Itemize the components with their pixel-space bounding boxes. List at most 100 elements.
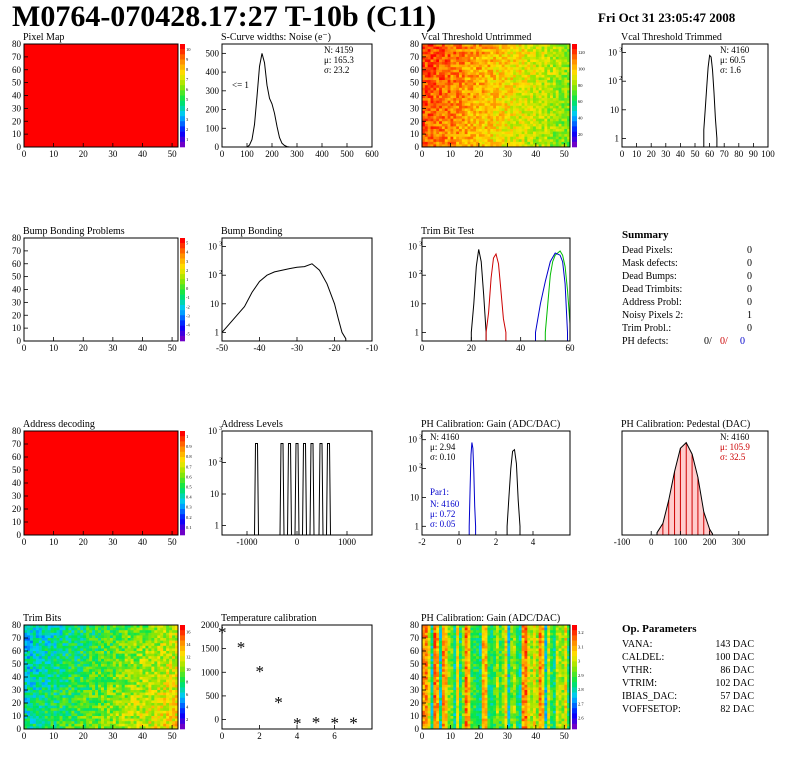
heatmap-cell bbox=[139, 705, 143, 709]
heatmap-cell bbox=[151, 700, 155, 704]
heatmap-cell bbox=[62, 640, 66, 644]
heatmap-cell bbox=[98, 705, 102, 709]
heatmap-cell bbox=[464, 110, 468, 114]
heatmap-cell bbox=[555, 87, 559, 91]
heatmap-cell bbox=[481, 67, 485, 71]
heatmap-cell bbox=[109, 648, 114, 652]
heatmap-cell bbox=[101, 716, 105, 719]
heatmap-cell bbox=[175, 666, 179, 670]
heatmap-cell bbox=[59, 635, 63, 639]
heatmap-cell bbox=[26, 697, 31, 701]
heatmap-cell bbox=[151, 684, 155, 688]
heatmap-cell bbox=[504, 144, 508, 148]
heatmap-cell bbox=[555, 110, 559, 114]
heatmap-cell bbox=[464, 51, 468, 55]
heatmap-cell bbox=[561, 59, 565, 63]
heatmap-cell bbox=[493, 64, 497, 68]
heatmap-cell bbox=[459, 54, 463, 58]
heatmap-cell bbox=[118, 640, 123, 644]
heatmap-cell bbox=[56, 721, 60, 725]
heatmap-cell bbox=[166, 721, 170, 725]
heatmap-cell bbox=[518, 141, 522, 145]
heatmap-cell bbox=[142, 692, 146, 696]
heatmap-cell bbox=[422, 710, 426, 714]
heatmap-cell bbox=[163, 661, 167, 665]
heatmap-cell bbox=[436, 103, 440, 107]
heatmap-cell bbox=[459, 49, 463, 53]
heatmap-cell bbox=[481, 64, 485, 68]
heatmap-cell bbox=[521, 67, 525, 71]
heatmap-cell bbox=[467, 67, 471, 71]
heatmap-cell bbox=[447, 62, 451, 65]
heatmap-cell bbox=[515, 116, 520, 119]
heatmap-cell bbox=[561, 95, 565, 99]
heatmap-cell bbox=[473, 64, 477, 68]
heatmap-cell bbox=[436, 684, 440, 688]
heatmap-cell bbox=[567, 67, 571, 71]
heatmap-cell bbox=[68, 726, 72, 730]
heatmap-cell bbox=[422, 131, 426, 135]
heatmap-cell bbox=[65, 658, 69, 662]
heatmap-cell bbox=[80, 674, 84, 678]
heatmap-cell bbox=[484, 87, 488, 91]
heatmap-cell bbox=[447, 77, 451, 81]
heatmap-cell bbox=[77, 638, 81, 641]
heatmap-cell bbox=[172, 658, 176, 662]
heatmap-cell bbox=[430, 713, 434, 717]
heatmap-cell bbox=[103, 669, 108, 673]
heatmap-cell bbox=[430, 716, 434, 719]
heatmap-cell bbox=[32, 630, 37, 634]
heatmap-cell bbox=[558, 46, 562, 50]
heatmap-cell bbox=[496, 121, 500, 125]
heatmap-cell bbox=[95, 638, 99, 641]
heatmap-cell bbox=[507, 98, 511, 101]
heatmap-cell bbox=[422, 713, 426, 717]
heatmap-cell bbox=[544, 103, 548, 107]
heatmap-cell bbox=[422, 679, 426, 683]
heatmap-cell bbox=[476, 62, 480, 65]
heatmap-cell bbox=[493, 90, 497, 94]
heatmap-cell bbox=[464, 44, 468, 47]
heatmap-cell bbox=[538, 141, 542, 145]
palette-tick-label: 7 bbox=[186, 77, 189, 82]
chart-title: Vcal Threshold Trimmed bbox=[621, 32, 722, 43]
heatmap-cell bbox=[139, 679, 143, 683]
heatmap-cell bbox=[518, 134, 522, 138]
heatmap-cell bbox=[103, 697, 108, 701]
heatmap-cell bbox=[29, 630, 34, 634]
palette-swatch bbox=[180, 446, 185, 453]
histogram-series bbox=[544, 250, 571, 341]
heatmap-cell bbox=[424, 671, 428, 675]
y-tick-label: 80 bbox=[12, 620, 22, 630]
heatmap-cell bbox=[524, 56, 528, 60]
heatmap-cell bbox=[459, 85, 463, 89]
heatmap-cell bbox=[148, 716, 152, 719]
heatmap-cell bbox=[145, 710, 149, 714]
heatmap-cell bbox=[464, 59, 468, 63]
heatmap-cell bbox=[550, 90, 554, 94]
heatmap-cell bbox=[145, 635, 149, 639]
heatmap-cell bbox=[422, 126, 426, 130]
heatmap-cell bbox=[163, 669, 167, 673]
heatmap-cell bbox=[175, 695, 179, 699]
heatmap-cell bbox=[74, 627, 78, 631]
heatmap-cell bbox=[169, 632, 173, 636]
heatmap-cell bbox=[430, 113, 434, 117]
heatmap-cell bbox=[467, 72, 471, 76]
heatmap-cell bbox=[154, 658, 158, 662]
heatmap-cell bbox=[41, 703, 46, 706]
heatmap-cell bbox=[422, 128, 426, 132]
heatmap-cell bbox=[513, 139, 517, 143]
heatmap-cell bbox=[65, 705, 69, 709]
heatmap-cell bbox=[118, 690, 123, 693]
heatmap-cell bbox=[80, 671, 84, 675]
heatmap-cell bbox=[136, 656, 140, 660]
heatmap-cell bbox=[53, 661, 57, 665]
heatmap-cell bbox=[112, 653, 117, 657]
heatmap-cell bbox=[513, 103, 517, 107]
heatmap-cell bbox=[127, 705, 131, 709]
heatmap-cell bbox=[32, 664, 37, 667]
heatmap-cell bbox=[112, 718, 117, 722]
heatmap-cell bbox=[436, 638, 440, 641]
